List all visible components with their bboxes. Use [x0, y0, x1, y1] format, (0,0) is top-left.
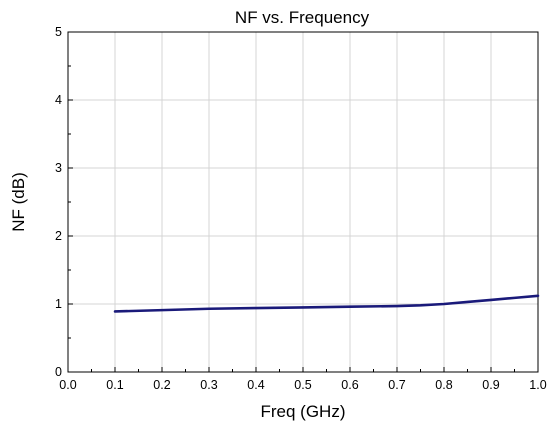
chart-title: NF vs. Frequency — [235, 8, 370, 27]
y-tick-label: 1 — [55, 297, 62, 311]
x-tick-label: 0.4 — [247, 378, 264, 392]
x-tick-label: 0.5 — [294, 378, 311, 392]
x-tick-label: 0.1 — [106, 378, 123, 392]
y-tick-label: 5 — [55, 25, 62, 39]
x-tick-label: 1.0 — [529, 378, 546, 392]
x-tick-label: 0.6 — [341, 378, 358, 392]
x-tick-label: 0.8 — [435, 378, 452, 392]
y-tick-labels: 0 1 2 3 4 5 — [55, 25, 62, 379]
x-tick-label: 0.2 — [153, 378, 170, 392]
x-tick-label: 0.0 — [59, 378, 76, 392]
x-tick-labels: 0.0 0.1 0.2 0.3 0.4 0.5 0.6 0.7 0.8 0.9 1.0 — [59, 378, 546, 392]
y-tick-label: 2 — [55, 229, 62, 243]
y-tick-label: 0 — [55, 365, 62, 379]
x-tick-label: 0.7 — [388, 378, 405, 392]
axis-ticks — [67, 31, 539, 373]
nf-series-line — [113, 294, 540, 313]
gridlines — [68, 32, 538, 372]
series-group — [113, 294, 540, 313]
x-tick-label: 0.3 — [200, 378, 217, 392]
y-tick-label: 4 — [55, 93, 62, 107]
y-tick-label: 3 — [55, 161, 62, 175]
x-axis-label: Freq (GHz) — [261, 402, 346, 421]
y-axis-label: NF (dB) — [9, 172, 28, 232]
x-tick-label: 0.9 — [482, 378, 499, 392]
